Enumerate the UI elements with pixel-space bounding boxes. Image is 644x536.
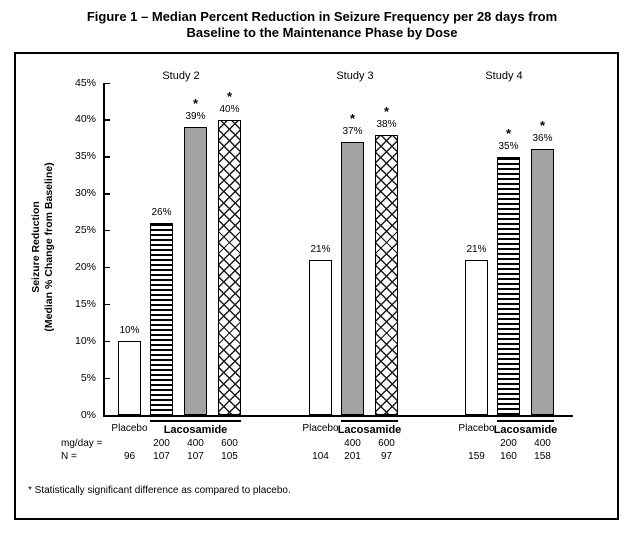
placebo-group-label-study-3: Placebo bbox=[302, 423, 339, 434]
n-value-study-3-placebo: 104 bbox=[312, 451, 329, 462]
bar-study-4-400mg bbox=[531, 149, 554, 415]
dose-value-study-2-200mg: 200 bbox=[153, 438, 170, 449]
bar-value-label-study-4-placebo: 21% bbox=[466, 244, 487, 256]
placebo-group-label-study-2: Placebo bbox=[111, 423, 148, 434]
bar-study-2-placebo bbox=[118, 341, 141, 415]
row-caption-dose: mg/day = bbox=[61, 438, 103, 449]
y-tick-label: 35% bbox=[74, 150, 96, 163]
study-header-study-2: Study 2 bbox=[162, 70, 200, 82]
study-header-study-3: Study 3 bbox=[336, 70, 374, 82]
dose-value-study-4-200mg: 200 bbox=[500, 438, 517, 449]
dose-value-study-2-400mg: 400 bbox=[187, 438, 204, 449]
row-caption-n: N = bbox=[61, 451, 77, 462]
y-tick-mark bbox=[104, 193, 110, 195]
lacosamide-group-label-study-2: Lacosamide bbox=[163, 424, 228, 436]
y-tick-mark bbox=[104, 303, 110, 306]
lacosamide-group-label-study-4: Lacosamide bbox=[493, 424, 558, 436]
plot-area: 0% 5% 10% 15% 20% 25% 30% 35% 40% 45% Study 2 10% 96… bbox=[16, 54, 617, 518]
y-tick-mark bbox=[104, 119, 110, 121]
bar-value-label-study-3-placebo: 21% bbox=[310, 244, 331, 256]
bar-value-label-study-4-400mg: 36% bbox=[532, 133, 553, 145]
x-axis-line bbox=[103, 415, 573, 417]
y-tick-label: 45% bbox=[74, 76, 96, 89]
significance-asterisk-study-3-400mg: * bbox=[349, 111, 356, 127]
significance-asterisk-study-2-600mg: * bbox=[226, 88, 233, 104]
n-value-study-2-400mg: 107 bbox=[187, 451, 204, 462]
significance-asterisk-study-4-200mg: * bbox=[505, 125, 512, 141]
dose-value-study-2-600mg: 600 bbox=[221, 438, 238, 449]
bar-study-4-placebo bbox=[465, 260, 488, 415]
bar-study-2-400mg bbox=[184, 127, 207, 415]
bar-study-3-placebo bbox=[309, 260, 332, 415]
figure-title-line1: Figure 1 – Median Percent Reduction in S… bbox=[86, 9, 558, 24]
dose-value-study-3-400mg: 400 bbox=[344, 438, 361, 449]
y-tick-label: 15% bbox=[74, 297, 96, 310]
bar-value-label-study-3-600mg: 38% bbox=[376, 118, 397, 130]
n-value-study-3-600mg: 97 bbox=[380, 451, 393, 462]
y-tick-label: 0% bbox=[80, 408, 96, 421]
lacosamide-bracket-study-3 bbox=[341, 420, 398, 422]
bar-value-label-study-2-placebo: 10% bbox=[119, 325, 140, 337]
bar-study-2-600mg bbox=[218, 119, 241, 415]
bar-study-3-400mg bbox=[341, 142, 364, 415]
lacosamide-bracket-study-2 bbox=[150, 420, 241, 422]
y-tick-label: 10% bbox=[74, 334, 96, 347]
significance-asterisk-study-2-400mg: * bbox=[192, 96, 199, 112]
lacosamide-bracket-study-4 bbox=[497, 420, 554, 422]
bar-value-label-study-3-400mg: 37% bbox=[342, 126, 363, 138]
lacosamide-group-label-study-3: Lacosamide bbox=[337, 424, 402, 436]
bar-value-label-study-2-400mg: 39% bbox=[185, 111, 206, 123]
y-tick-mark bbox=[104, 156, 110, 158]
placebo-group-label-study-4: Placebo bbox=[458, 423, 495, 434]
bar-study-2-200mg bbox=[150, 223, 173, 415]
y-tick-label: 25% bbox=[74, 224, 96, 237]
y-axis-line bbox=[103, 83, 105, 415]
figure-title: Figure 1 – Median Percent Reduction in S… bbox=[0, 9, 644, 41]
n-value-study-2-200mg: 107 bbox=[153, 451, 170, 462]
footnote: * Statistically significant difference a… bbox=[28, 485, 291, 496]
chart-frame: Seizure Reduction (Median % Change from … bbox=[14, 52, 619, 520]
y-tick-mark bbox=[104, 230, 110, 232]
significance-asterisk-study-3-600mg: * bbox=[383, 103, 390, 119]
n-value-study-3-400mg: 201 bbox=[344, 451, 361, 462]
bar-study-3-600mg bbox=[375, 134, 398, 415]
bar-value-label-study-2-200mg: 26% bbox=[151, 207, 172, 219]
dose-value-study-4-400mg: 400 bbox=[534, 438, 551, 449]
bar-value-label-study-2-600mg: 40% bbox=[219, 103, 240, 115]
y-tick-label: 20% bbox=[74, 260, 96, 273]
n-value-study-2-600mg: 105 bbox=[221, 451, 238, 462]
y-tick-mark bbox=[104, 340, 110, 343]
dose-value-study-3-600mg: 600 bbox=[378, 438, 395, 449]
n-value-study-4-400mg: 158 bbox=[534, 451, 551, 462]
y-tick-label: 40% bbox=[74, 113, 96, 126]
y-tick-mark bbox=[104, 82, 110, 84]
y-tick-label: 30% bbox=[74, 187, 96, 200]
bar-value-label-study-4-200mg: 35% bbox=[498, 140, 519, 152]
y-tick-mark bbox=[104, 377, 110, 379]
bar-study-4-200mg bbox=[497, 156, 520, 415]
figure-title-line2: Baseline to the Maintenance Phase by Dos… bbox=[186, 25, 458, 40]
y-tick-label: 5% bbox=[80, 371, 96, 384]
study-header-study-4: Study 4 bbox=[485, 70, 523, 82]
n-value-study-4-placebo: 159 bbox=[468, 451, 485, 462]
y-tick-mark bbox=[104, 266, 110, 269]
n-value-study-4-200mg: 160 bbox=[500, 451, 517, 462]
significance-asterisk-study-4-400mg: * bbox=[539, 118, 546, 134]
n-value-study-2-placebo: 96 bbox=[123, 451, 136, 462]
